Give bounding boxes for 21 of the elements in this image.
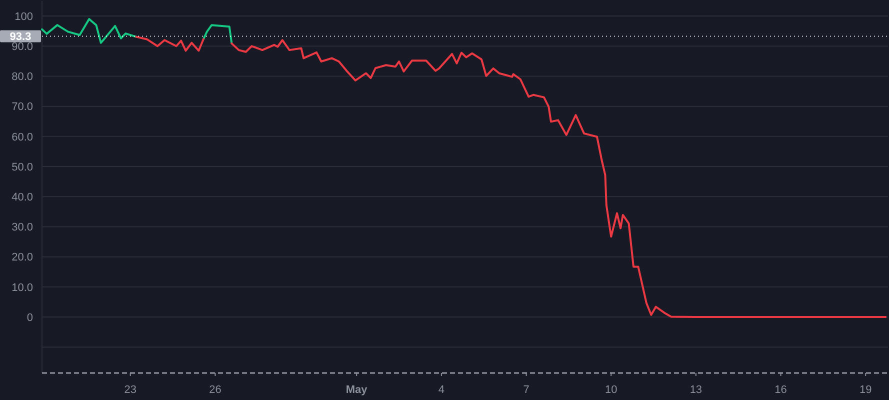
y-tick-label: 100 — [14, 10, 33, 23]
y-tick-label: 80.0 — [12, 71, 33, 84]
y-tick-label: 90.0 — [12, 40, 33, 53]
x-tick-label: 4 — [438, 384, 444, 396]
y-tick-label: 20.0 — [12, 252, 33, 264]
y-tick-label: 50.0 — [12, 161, 33, 174]
y-tick-label: 30.0 — [12, 222, 33, 234]
x-tick-label: 10 — [604, 384, 618, 396]
x-tick-label: May — [346, 384, 368, 396]
x-tick-label: 13 — [690, 384, 702, 396]
y-tick-label: 60.0 — [12, 131, 33, 144]
y-tick-label: 0 — [26, 312, 33, 324]
ref-line-label: 93.3 — [10, 31, 32, 44]
x-tick-label: 7 — [523, 384, 530, 396]
y-tick-label: 70.0 — [12, 101, 33, 114]
x-tick-label: 26 — [209, 384, 222, 396]
x-tick-label: 23 — [124, 384, 136, 396]
x-tick-label: 16 — [774, 384, 787, 396]
y-tick-label: 40.0 — [12, 191, 33, 204]
x-tick-label: 19 — [859, 384, 872, 396]
y-tick-label: 10.0 — [12, 282, 33, 294]
